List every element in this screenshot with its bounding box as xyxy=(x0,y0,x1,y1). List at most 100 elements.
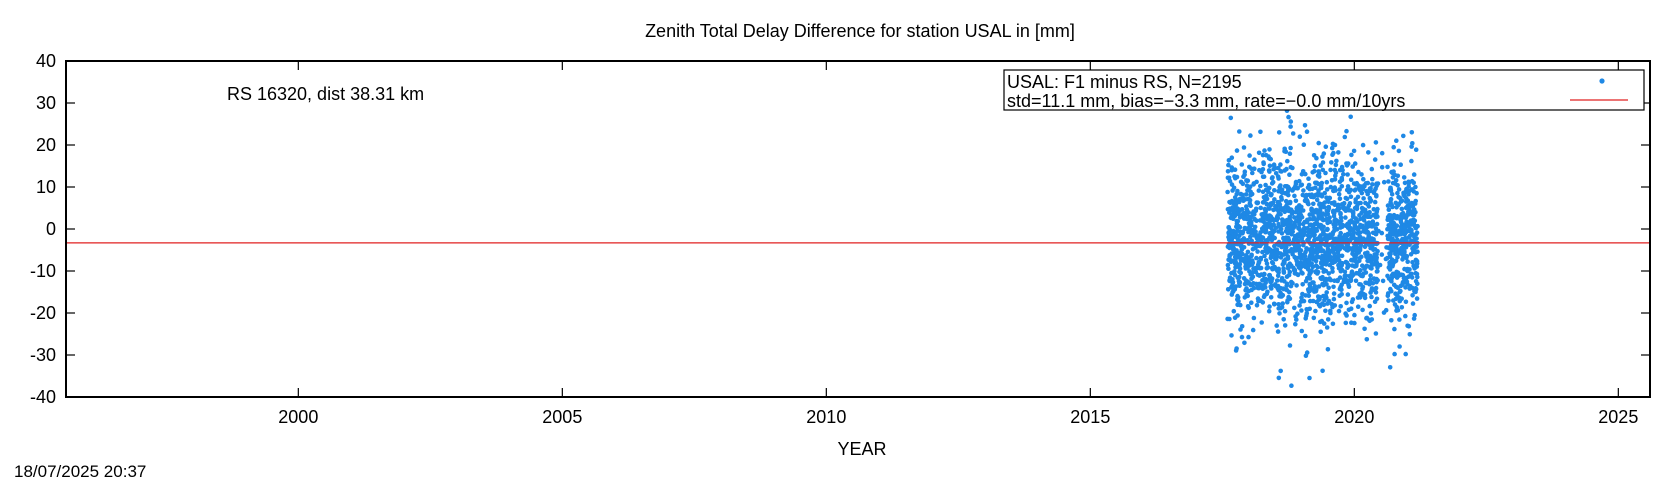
data-point xyxy=(1229,198,1235,204)
data-point xyxy=(1320,368,1325,374)
data-point xyxy=(1387,216,1392,221)
data-point xyxy=(1311,315,1317,321)
data-point xyxy=(1314,299,1319,305)
data-point xyxy=(1359,190,1365,196)
data-point xyxy=(1366,317,1372,323)
data-point xyxy=(1338,304,1343,309)
data-point xyxy=(1275,174,1281,179)
data-point xyxy=(1344,128,1349,134)
data-point xyxy=(1369,166,1375,172)
data-point xyxy=(1239,162,1245,167)
data-point xyxy=(1229,235,1234,241)
data-point xyxy=(1373,140,1379,145)
data-point xyxy=(1246,334,1251,340)
data-point xyxy=(1257,265,1262,271)
data-point xyxy=(1323,308,1328,314)
data-point xyxy=(1323,144,1329,149)
y-tick-label: 20 xyxy=(36,135,56,155)
data-point xyxy=(1339,287,1344,293)
data-point xyxy=(1249,262,1255,267)
data-point xyxy=(1275,329,1281,334)
data-point xyxy=(1318,185,1324,191)
data-point xyxy=(1313,180,1318,186)
data-point xyxy=(1322,232,1328,238)
data-point xyxy=(1284,225,1290,231)
data-point xyxy=(1229,258,1235,264)
data-point xyxy=(1254,303,1260,308)
data-point xyxy=(1355,295,1361,300)
data-point xyxy=(1386,298,1391,303)
data-point xyxy=(1312,163,1318,169)
data-point xyxy=(1225,316,1230,322)
data-point xyxy=(1323,242,1328,248)
data-point xyxy=(1263,222,1269,227)
data-point xyxy=(1355,231,1360,236)
data-point xyxy=(1370,220,1375,226)
data-point xyxy=(1330,269,1335,274)
data-point xyxy=(1244,178,1249,183)
data-point xyxy=(1352,320,1357,326)
data-point xyxy=(1272,243,1277,249)
data-point xyxy=(1329,145,1335,151)
data-point xyxy=(1407,233,1413,239)
data-point xyxy=(1276,375,1282,381)
data-point xyxy=(1328,310,1333,316)
data-point xyxy=(1379,252,1385,257)
data-point xyxy=(1360,142,1366,148)
data-point xyxy=(1313,185,1318,190)
data-point xyxy=(1307,375,1312,381)
data-point xyxy=(1393,291,1398,297)
data-point xyxy=(1399,272,1404,278)
data-point xyxy=(1348,306,1354,312)
data-point xyxy=(1273,282,1278,287)
data-point xyxy=(1372,230,1378,235)
data-point xyxy=(1321,267,1327,273)
data-point xyxy=(1241,210,1247,216)
data-point xyxy=(1328,184,1334,190)
data-point xyxy=(1244,204,1249,209)
data-point xyxy=(1266,185,1271,191)
data-point xyxy=(1269,192,1274,197)
data-point xyxy=(1278,255,1284,260)
data-point xyxy=(1311,201,1316,207)
data-point xyxy=(1241,215,1247,220)
data-point xyxy=(1403,313,1408,319)
data-point xyxy=(1318,261,1324,266)
data-point xyxy=(1405,259,1410,265)
data-point xyxy=(1300,232,1306,237)
data-point xyxy=(1357,245,1363,251)
data-point xyxy=(1352,224,1357,229)
data-point xyxy=(1337,187,1342,192)
data-point xyxy=(1288,218,1293,224)
data-point xyxy=(1255,233,1260,239)
data-point xyxy=(1292,223,1298,229)
data-point xyxy=(1305,287,1311,292)
data-point xyxy=(1241,174,1246,179)
data-point xyxy=(1226,230,1231,235)
data-point xyxy=(1279,231,1285,236)
data-point xyxy=(1346,284,1352,290)
data-point xyxy=(1343,320,1349,326)
data-point xyxy=(1267,147,1272,152)
data-point xyxy=(1294,317,1299,322)
data-point xyxy=(1321,321,1327,326)
data-point xyxy=(1393,251,1398,256)
data-point xyxy=(1325,317,1331,322)
data-point xyxy=(1349,299,1355,305)
data-point xyxy=(1235,211,1241,216)
data-point xyxy=(1398,288,1403,294)
data-point xyxy=(1324,187,1330,192)
data-point xyxy=(1279,187,1285,192)
data-point xyxy=(1283,149,1289,154)
data-point xyxy=(1284,166,1289,172)
data-point xyxy=(1402,249,1407,254)
data-point xyxy=(1252,157,1257,162)
data-point xyxy=(1278,183,1283,188)
data-point xyxy=(1226,266,1231,272)
data-point xyxy=(1363,181,1369,186)
data-point xyxy=(1304,219,1310,225)
data-point xyxy=(1244,292,1249,298)
data-point xyxy=(1350,209,1356,215)
data-point xyxy=(1343,237,1349,243)
